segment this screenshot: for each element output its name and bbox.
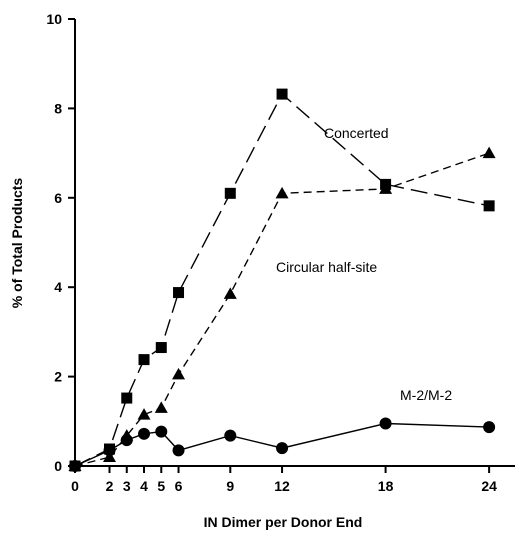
data-point-circle bbox=[138, 427, 151, 440]
x-tick-label: 0 bbox=[71, 478, 79, 494]
data-point-circle bbox=[276, 442, 289, 455]
data-point-triangle bbox=[172, 367, 186, 380]
x-tick-label: 2 bbox=[106, 478, 114, 494]
data-point-triangle bbox=[137, 408, 151, 420]
data-point-square bbox=[121, 392, 133, 404]
data-point-square bbox=[224, 187, 236, 199]
data-point-triangle bbox=[379, 182, 393, 194]
y-axis-title: % of Total Products bbox=[9, 178, 25, 309]
data-point-square bbox=[155, 342, 167, 354]
data-point-square bbox=[138, 354, 150, 366]
y-tick-label: 2 bbox=[54, 369, 62, 385]
x-tick-label: 18 bbox=[378, 478, 394, 494]
data-point-circle bbox=[172, 444, 185, 457]
data-point-square bbox=[173, 287, 185, 299]
x-tick-label: 9 bbox=[226, 478, 234, 494]
series-m-2-m-2 bbox=[69, 417, 496, 472]
y-axis-ticks: 0 2 4 6 8 10 bbox=[46, 11, 75, 474]
x-axis-ticks: 0 2 3 4 5 6 9 12 18 24 bbox=[71, 466, 497, 494]
data-point-square bbox=[276, 88, 288, 100]
x-tick-label: 3 bbox=[123, 478, 131, 494]
x-axis-title: IN Dimer per Donor End bbox=[204, 514, 363, 530]
y-tick-label: 8 bbox=[54, 100, 62, 116]
x-tick-label: 24 bbox=[481, 478, 497, 494]
series-line bbox=[74, 152, 490, 467]
series-line bbox=[74, 422, 490, 467]
x-tick-label: 6 bbox=[175, 478, 183, 494]
x-tick-label: 12 bbox=[274, 478, 290, 494]
series-label: M-2/M-2 bbox=[400, 387, 452, 403]
series-label: Circular half-site bbox=[276, 259, 377, 275]
y-tick-label: 6 bbox=[54, 190, 62, 206]
series-circular-half-site bbox=[68, 146, 496, 471]
series-layer bbox=[68, 88, 496, 472]
y-tick-label: 0 bbox=[54, 458, 62, 474]
data-point-circle bbox=[379, 417, 392, 430]
data-point-square bbox=[483, 200, 495, 212]
y-tick-label: 10 bbox=[46, 11, 62, 27]
data-point-triangle bbox=[154, 401, 168, 413]
data-point-circle bbox=[69, 460, 81, 472]
x-tick-label: 4 bbox=[140, 478, 148, 494]
data-point-circle bbox=[120, 434, 133, 447]
data-point-circle bbox=[103, 444, 116, 457]
x-tick-label: 5 bbox=[157, 478, 165, 494]
series-concerted bbox=[69, 88, 495, 472]
series-line bbox=[74, 92, 490, 467]
series-labels: Concerted Circular half-site M-2/M-2 bbox=[276, 125, 452, 403]
data-point-circle bbox=[224, 429, 237, 442]
data-point-triangle bbox=[275, 186, 289, 199]
series-label: Concerted bbox=[324, 125, 389, 141]
y-tick-label: 4 bbox=[54, 279, 62, 295]
data-point-triangle bbox=[223, 287, 237, 299]
data-point-circle bbox=[483, 421, 496, 434]
data-point-triangle bbox=[482, 146, 496, 159]
axes bbox=[74, 19, 515, 467]
data-point-circle bbox=[155, 425, 168, 438]
